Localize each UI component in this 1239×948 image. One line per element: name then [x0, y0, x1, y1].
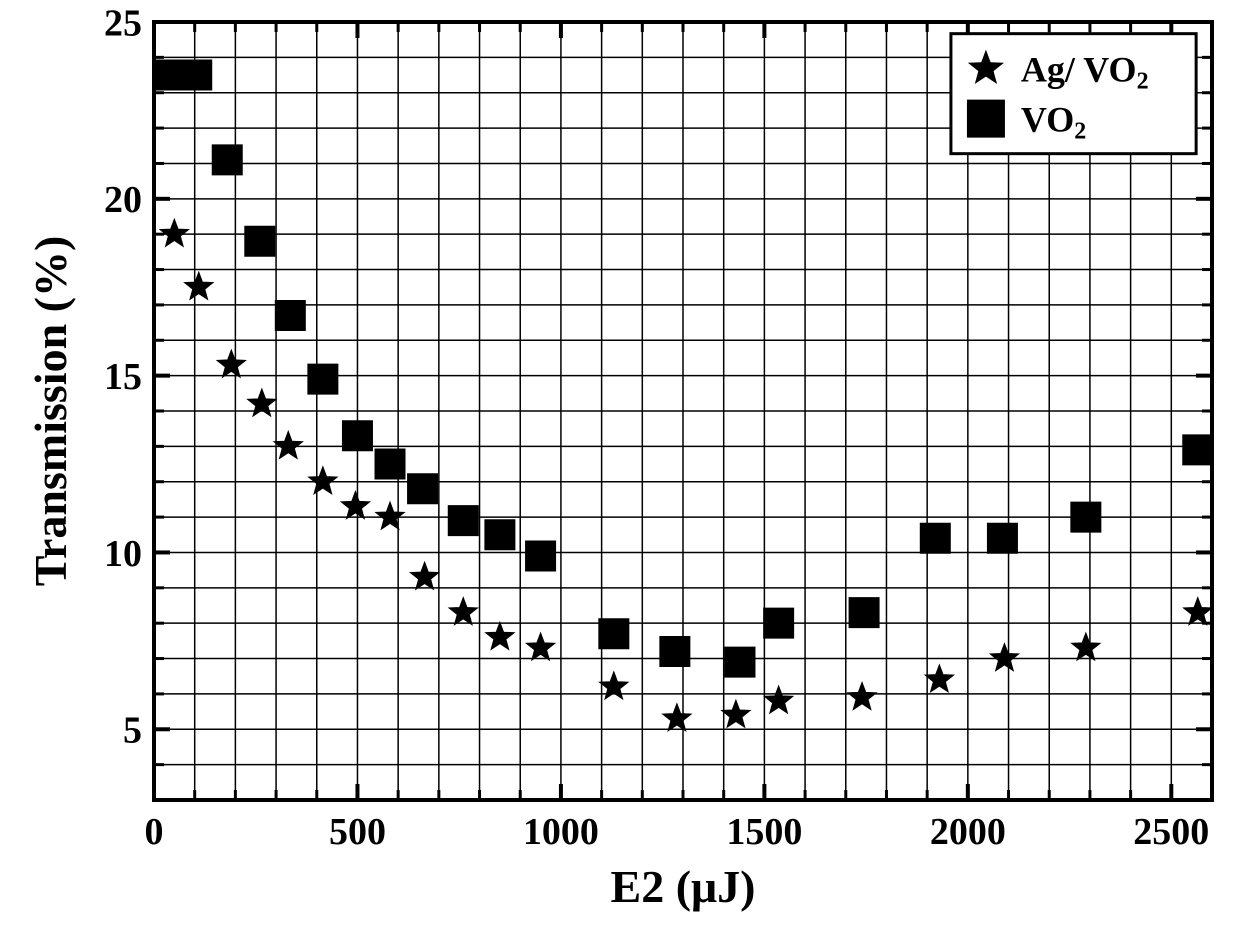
- y-tick-label: 5: [123, 710, 142, 752]
- data-point: [155, 60, 185, 90]
- data-point: [408, 474, 438, 504]
- y-tick-label: 15: [104, 356, 142, 398]
- x-tick-label: 2500: [1133, 811, 1209, 853]
- data-point: [764, 608, 794, 638]
- data-point: [182, 60, 212, 90]
- data-point: [448, 506, 478, 536]
- y-tick-label: 10: [104, 533, 142, 575]
- data-point: [342, 421, 372, 451]
- x-tick-label: 1500: [726, 811, 802, 853]
- data-point: [849, 598, 879, 628]
- data-point: [1071, 502, 1101, 532]
- legend-marker: [967, 100, 1005, 138]
- data-point: [660, 636, 690, 666]
- y-tick-label: 20: [104, 179, 142, 221]
- y-axis-label: Transmission (%): [25, 236, 76, 587]
- data-point: [485, 520, 515, 550]
- x-axis-label: E2 (μJ): [611, 861, 756, 912]
- data-point: [245, 226, 275, 256]
- data-point: [212, 145, 242, 175]
- data-point: [599, 619, 629, 649]
- legend: Ag/ VO2VO2: [951, 34, 1196, 154]
- x-tick-label: 2000: [930, 811, 1006, 853]
- data-point: [308, 364, 338, 394]
- chart-svg: 0 500 1000 1500 2000 2500 5 10 15 20 25 E2 (μJ) Tran…: [0, 0, 1239, 948]
- legend-label: Ag/ VO2: [1021, 49, 1149, 94]
- data-point: [987, 523, 1017, 553]
- x-tick-label: 0: [145, 811, 164, 853]
- data-point: [526, 541, 556, 571]
- data-point: [375, 449, 405, 479]
- data-point: [1183, 435, 1213, 465]
- chart-container: 0 500 1000 1500 2000 2500 5 10 15 20 25 E2 (μJ) Tran…: [0, 0, 1239, 948]
- data-point: [725, 647, 755, 677]
- x-tick-label: 500: [329, 811, 386, 853]
- x-tick-label: 1000: [523, 811, 599, 853]
- y-tick-label: 25: [104, 2, 142, 44]
- data-point: [275, 301, 305, 331]
- data-point: [920, 523, 950, 553]
